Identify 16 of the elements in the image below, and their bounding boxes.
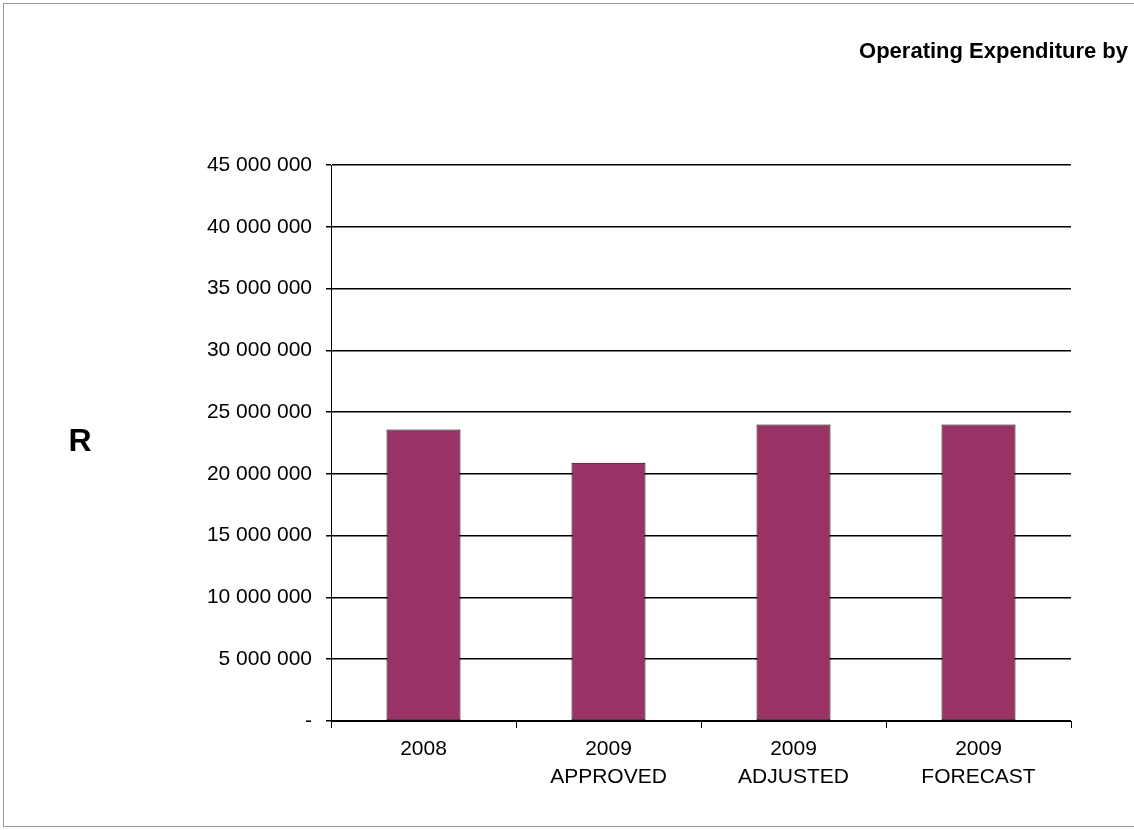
y-tick-label: 5 000 000 [218, 646, 312, 670]
y-tick-label: 35 000 000 [206, 275, 312, 299]
y-tick-label: 25 000 000 [206, 398, 312, 422]
x-tick-label: 2009 APPROVED [550, 736, 667, 787]
y-tick-label: 10 000 000 [206, 584, 312, 608]
x-tick-label: 2008 [400, 736, 447, 760]
y-tick-label: 40 000 000 [206, 213, 312, 237]
y-tick-label: 20 000 000 [206, 460, 312, 484]
y-tick-label: 15 000 000 [206, 522, 312, 546]
y-tick-label: - [305, 707, 312, 731]
x-tick-label: 2009 ADJUSTED [738, 736, 849, 787]
y-axis-title: R [68, 421, 92, 458]
y-tick-label: 45 000 000 [206, 151, 312, 175]
chart-title: Operating Expenditure by [859, 38, 1129, 64]
x-tick-label: 2009 FORECAST [921, 736, 1036, 787]
y-tick-label: 30 000 000 [206, 337, 312, 361]
